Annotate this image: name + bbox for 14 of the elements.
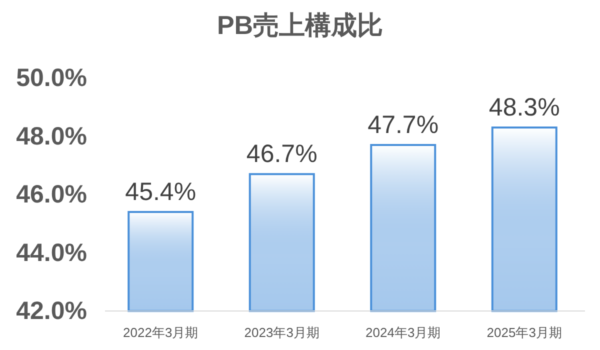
data-label: 46.7%: [246, 140, 318, 168]
x-tick-label: 2025年3月期: [486, 325, 562, 340]
x-tick-label: 2023年3月期: [244, 325, 320, 340]
x-tick-label: 2022年3月期: [123, 325, 198, 340]
y-tick-label: 42.0%: [16, 297, 87, 325]
data-label: 48.3%: [488, 94, 560, 122]
data-label: 47.7%: [368, 110, 439, 139]
y-tick-label: 50.0%: [16, 64, 87, 92]
data-label: 45.4%: [125, 178, 196, 206]
y-tick-label: 46.0%: [16, 180, 87, 208]
chart-title: PB売上構成比: [216, 10, 384, 40]
x-tick-label: 2024年3月期: [366, 325, 441, 340]
y-tick-label: 48.0%: [16, 122, 87, 150]
y-tick-label: 44.0%: [16, 238, 87, 267]
